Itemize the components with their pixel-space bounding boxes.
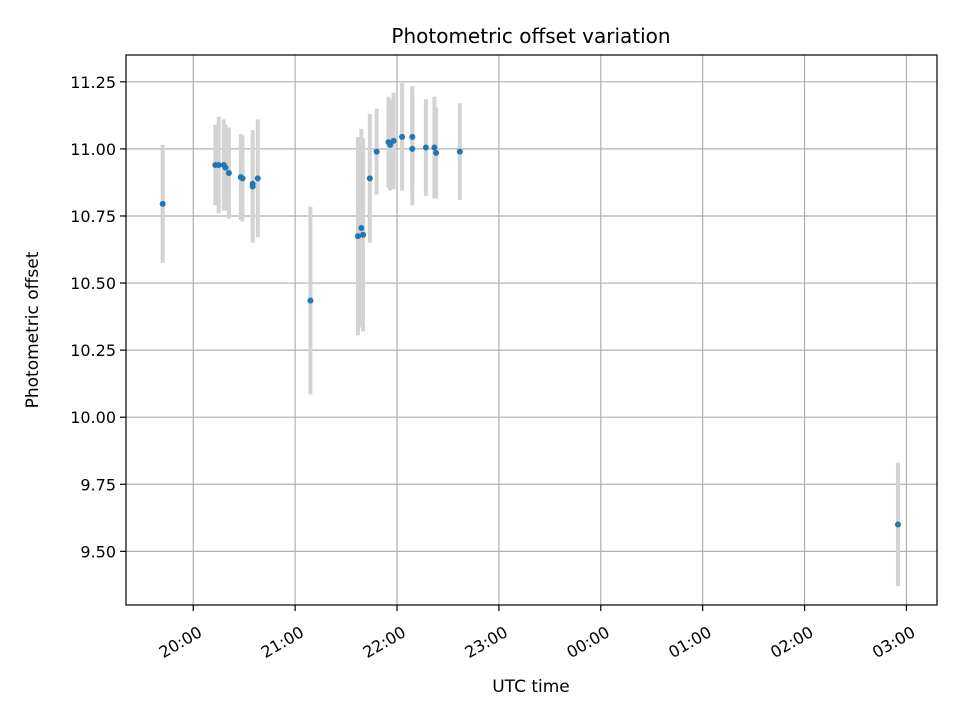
data-point — [249, 180, 256, 187]
data-point — [239, 175, 246, 182]
data-point — [222, 164, 229, 171]
y-axis-label: Photometric offset — [23, 251, 43, 408]
data-point — [433, 149, 440, 156]
chart-title: Photometric offset variation — [391, 24, 670, 48]
data-point — [254, 175, 261, 182]
data-point — [354, 233, 361, 240]
y-tick-label: 10.50 — [70, 274, 116, 293]
data-point — [431, 144, 438, 151]
y-tick-label: 11.00 — [70, 140, 116, 159]
data-point — [409, 145, 416, 152]
y-tick-label: 10.00 — [70, 408, 116, 427]
y-tick-label: 9.50 — [80, 542, 116, 561]
data-point — [390, 137, 397, 144]
data-point — [894, 521, 901, 528]
data-point — [366, 175, 373, 182]
data-point — [307, 297, 314, 304]
y-tick-label: 10.75 — [70, 207, 116, 226]
data-point — [225, 170, 232, 177]
y-axis: 9.50 9.75 10.00 10.25 10.50 10.75 11.00 11.25 — [70, 73, 126, 561]
data-point — [215, 162, 222, 168]
data-points — [159, 133, 901, 528]
data-point — [387, 141, 394, 148]
y-tick-label: 10.25 — [70, 341, 116, 360]
plot-area-frame — [125, 54, 938, 606]
data-point — [409, 133, 416, 140]
x-axis-label: UTC time — [492, 677, 570, 697]
data-point — [358, 225, 365, 232]
data-point — [399, 133, 406, 140]
data-point — [456, 148, 463, 155]
grid — [126, 55, 937, 605]
data-point — [360, 231, 367, 238]
y-tick-label: 9.75 — [80, 475, 116, 494]
data-point — [159, 200, 166, 207]
data-point — [422, 144, 429, 151]
data-point — [373, 148, 380, 155]
y-tick-label: 11.25 — [70, 73, 116, 92]
